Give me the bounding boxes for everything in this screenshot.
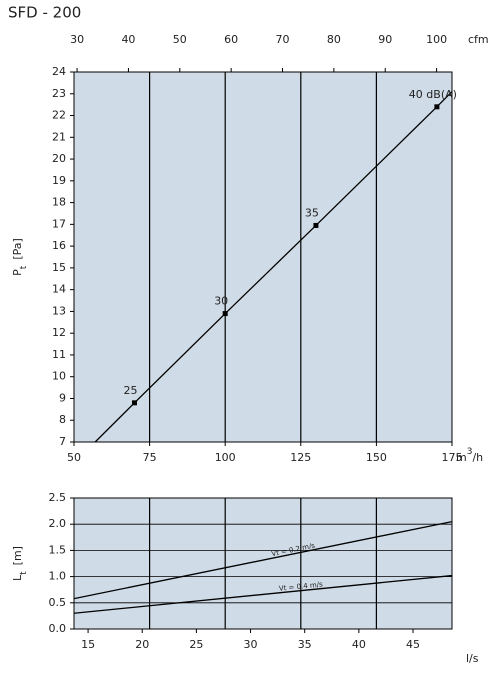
x2-tick-label: 50 (173, 33, 187, 46)
point-label: 25 (123, 384, 137, 397)
y-axis-label: Pt [Pa] (11, 238, 29, 276)
series-line (74, 574, 452, 614)
x-tick-label: 15 (81, 638, 95, 651)
y-tick-label: 0.0 (49, 622, 67, 635)
x-tick-label: 25 (189, 638, 203, 651)
y-tick-label: 20 (52, 152, 66, 165)
y-tick-label: 7 (59, 435, 66, 448)
y-tick-label: 1.5 (49, 543, 67, 556)
x2-tick-label: 40 (121, 33, 135, 46)
y-tick-label: 22 (52, 109, 66, 122)
y-tick-label: 2.0 (49, 517, 67, 530)
y-tick-label: 10 (52, 370, 66, 383)
x-axis-label-sup: 3 (467, 447, 473, 457)
x2-tick-label: 100 (426, 33, 447, 46)
x2-tick-label: 90 (378, 33, 392, 46)
y-tick-label: 15 (52, 261, 66, 274)
y-tick-label: 8 (59, 413, 66, 426)
point-label: 30 (214, 295, 228, 308)
point-marker (313, 222, 319, 228)
y-axis-label-main: P (11, 269, 24, 276)
y-axis-label-sub: t (19, 571, 29, 575)
x-tick-label: 125 (290, 451, 311, 464)
x-axis-label-main: m (456, 451, 467, 464)
x-tick-label: 30 (244, 638, 258, 651)
y-tick-label: 18 (52, 196, 66, 209)
x-tick-label: 45 (406, 638, 420, 651)
x-axis-label: l/s (466, 652, 479, 665)
y-tick-label: 13 (52, 304, 66, 317)
y-axis-label-unit: [m] (11, 546, 24, 565)
y-tick-label: 21 (52, 130, 66, 143)
y-tick-label: 19 (52, 174, 66, 187)
x-tick-label: 50 (67, 451, 81, 464)
x-axis-label: m3/h (456, 447, 483, 465)
x-tick-label: 40 (352, 638, 366, 651)
x-tick-label: 35 (298, 638, 312, 651)
y-tick-label: 23 (52, 87, 66, 100)
y-tick-label: 11 (52, 348, 66, 361)
x2-tick-label: 80 (327, 33, 341, 46)
x-tick-label: 100 (215, 451, 236, 464)
y-tick-label: 12 (52, 326, 66, 339)
y-tick-label: 14 (52, 283, 66, 296)
series-line (74, 520, 452, 600)
plot-area (73, 71, 453, 443)
plot-area (73, 497, 453, 630)
x2-axis-label: cfm (468, 33, 489, 46)
point-marker (131, 400, 137, 406)
y-tick-label: 2.5 (49, 491, 67, 504)
y-tick-label: 9 (59, 391, 66, 404)
x2-tick-label: 70 (276, 33, 290, 46)
point-marker (434, 104, 440, 110)
x-tick-label: 20 (135, 638, 149, 651)
y-tick-label: 1.0 (49, 570, 67, 583)
y-axis-label-unit: [Pa] (11, 238, 24, 259)
point-label: 35 (305, 206, 319, 219)
chart-title: SFD - 200 (8, 4, 81, 22)
point-label: 40 dB(A) (409, 88, 457, 101)
x2-tick-label: 60 (224, 33, 238, 46)
y-tick-label: 24 (52, 65, 66, 78)
x-tick-label: 175 (442, 451, 463, 464)
series-line (94, 91, 452, 442)
x2-tick-label: 30 (70, 33, 84, 46)
point-marker (222, 311, 228, 317)
y-axis-label-main: L (11, 574, 24, 581)
y-axis-label: Lt [m] (11, 546, 29, 581)
x-tick-label: 150 (366, 451, 387, 464)
y-axis-label-sub: t (19, 265, 29, 269)
x-axis-label-unit: /h (472, 451, 483, 464)
y-tick-label: 0.5 (49, 596, 67, 609)
x-tick-label: 75 (143, 451, 157, 464)
y-tick-label: 16 (52, 239, 66, 252)
y-tick-label: 17 (52, 217, 66, 230)
